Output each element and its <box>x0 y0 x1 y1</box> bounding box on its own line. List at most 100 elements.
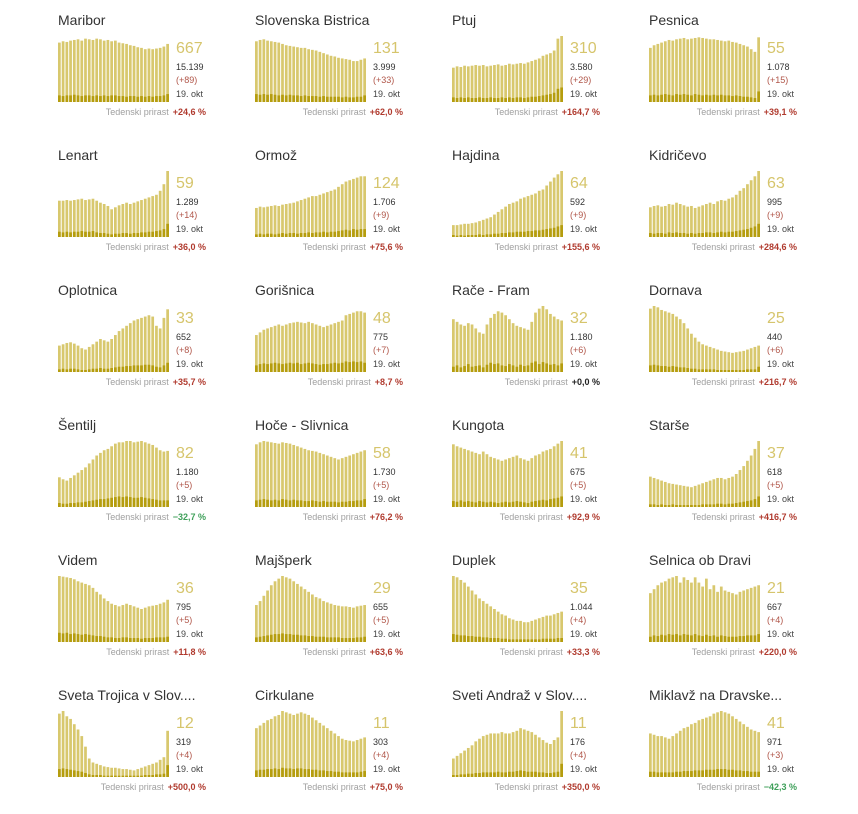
bar-sub <box>455 634 459 642</box>
bar-sub <box>534 361 537 372</box>
bar-sub <box>746 635 749 642</box>
bar-sub <box>534 230 537 237</box>
bar <box>132 770 136 777</box>
municipality-card: Hoče - Slivnica 58 1.730 (+5) 19. okt Tedensk… <box>255 405 451 540</box>
bar <box>738 43 742 102</box>
bar <box>667 312 671 372</box>
bar <box>99 339 102 372</box>
bar <box>114 443 117 507</box>
bar <box>500 732 504 777</box>
bar-sub <box>526 97 530 102</box>
bar-sub <box>296 233 299 237</box>
bar <box>656 479 660 507</box>
bar-sub <box>723 769 727 777</box>
weekly-growth-value: +350,0 % <box>561 782 600 792</box>
sparkline-chart <box>649 171 760 237</box>
bar <box>303 713 307 777</box>
bar-sub <box>158 500 162 507</box>
bar <box>652 734 656 777</box>
bar <box>749 587 753 642</box>
total-value: 15.139 <box>176 62 204 72</box>
bar <box>140 767 143 777</box>
municipality-card: Ormož 124 1.706 (+9) 19. okt Tedenski prirast… <box>255 135 451 270</box>
bar-sub <box>463 366 466 372</box>
municipality-card: Miklavž na Dravske... 41 971 (+3) 19. okt Ted… <box>649 675 845 810</box>
latest-value: 32 <box>570 310 588 327</box>
weekly-growth: Tedenski prirast +11,8 % <box>106 647 206 657</box>
weekly-growth: Tedenski prirast +75,0 % <box>303 782 403 792</box>
bar <box>314 324 318 372</box>
bar <box>522 63 526 102</box>
bar-sub <box>667 232 671 237</box>
bar-sub <box>288 94 292 102</box>
bar <box>318 194 322 237</box>
bar-sub <box>352 361 355 372</box>
weekly-growth-label: Tedenski prirast <box>302 782 366 792</box>
bar-sub <box>716 636 719 642</box>
bar <box>719 350 723 372</box>
weekly-growth-value: +220,0 % <box>758 647 797 657</box>
bar <box>292 46 296 102</box>
bar-sub <box>311 769 314 777</box>
bar <box>307 450 310 507</box>
bar-sub <box>485 364 489 372</box>
bar-sub <box>87 95 91 102</box>
bar <box>61 576 65 642</box>
bar <box>114 207 117 237</box>
bar <box>151 196 155 237</box>
bar-sub <box>485 637 489 642</box>
bar <box>470 324 474 372</box>
bar <box>716 201 719 237</box>
bar <box>731 476 734 507</box>
bar-sub <box>72 368 76 372</box>
total-value: 303 <box>373 737 389 747</box>
bar <box>500 312 504 372</box>
municipality-card: Videm 36 795 (+5) 19. okt Tedenski prirast +11… <box>58 540 254 675</box>
bar <box>478 738 481 777</box>
bar-sub <box>110 775 113 777</box>
bar-sub <box>459 500 463 507</box>
bar-sub <box>95 775 99 777</box>
bar <box>455 577 459 642</box>
bar-sub <box>125 233 128 237</box>
latest-value: 58 <box>373 445 391 462</box>
bar-sub <box>556 365 560 372</box>
bar <box>466 223 470 237</box>
bar <box>136 201 140 237</box>
bar <box>303 323 307 372</box>
bar-sub <box>738 370 742 372</box>
sparkline-chart <box>452 441 563 507</box>
bar-sub <box>255 770 258 777</box>
daily-change: (+89) <box>176 75 198 85</box>
bar-sub <box>318 636 322 642</box>
bar <box>266 441 269 507</box>
bar-sub <box>478 365 481 372</box>
bar <box>348 740 352 777</box>
bar <box>114 767 117 777</box>
bar <box>515 620 519 642</box>
bar <box>649 733 652 777</box>
bar-sub <box>61 633 65 642</box>
weekly-growth: Tedenski prirast +155,6 % <box>495 242 600 252</box>
bar <box>318 722 322 777</box>
bar-sub <box>288 634 292 642</box>
bar-sub <box>731 96 734 102</box>
bar <box>746 726 749 777</box>
bar <box>697 484 701 507</box>
bar <box>288 45 292 102</box>
bar-sub <box>329 363 333 372</box>
bar <box>723 41 727 102</box>
bar <box>80 40 84 102</box>
weekly-growth: Tedenski prirast +39,1 % <box>697 107 797 117</box>
bar <box>466 586 470 642</box>
bar <box>504 733 507 777</box>
bar-sub <box>95 499 99 507</box>
bar <box>545 185 549 237</box>
bar-sub <box>311 500 314 507</box>
weekly-growth: Tedenski prirast +164,7 % <box>495 107 600 117</box>
bar <box>69 200 72 237</box>
bar-sub <box>545 638 549 642</box>
bar <box>660 736 663 777</box>
bar-sub <box>136 497 140 507</box>
weekly-growth-value: +164,7 % <box>561 107 600 117</box>
